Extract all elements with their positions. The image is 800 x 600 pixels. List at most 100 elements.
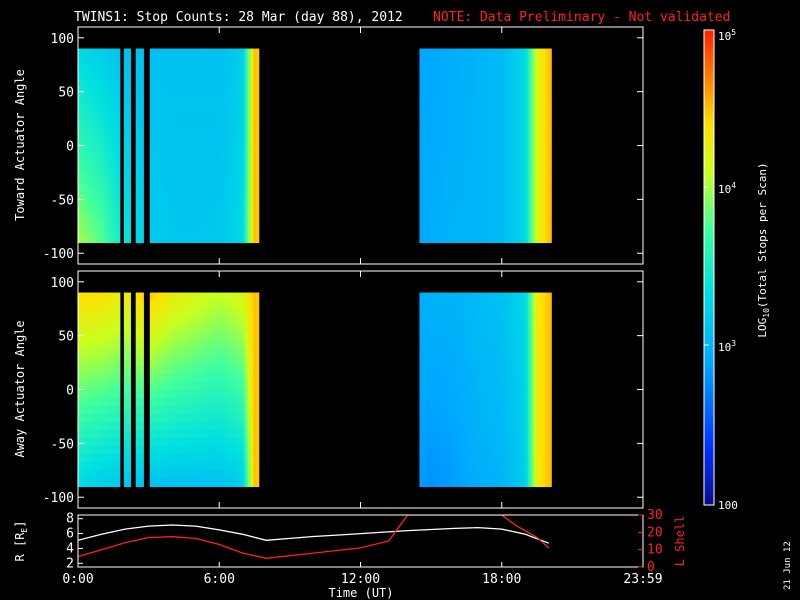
- heatmap-cell: [209, 56, 214, 66]
- heatmap-cell: [80, 332, 85, 342]
- heatmap-cell: [218, 72, 222, 82]
- heatmap-cell: [221, 389, 225, 399]
- heatmap-cell: [419, 218, 423, 227]
- heatmap-cell: [489, 437, 494, 447]
- heatmap-cell: [495, 72, 500, 82]
- heatmap-cell: [139, 169, 143, 179]
- heatmap-cell: [127, 48, 132, 58]
- heatmap-cell: [156, 80, 161, 90]
- heatmap-cell: [92, 429, 97, 439]
- heatmap-cell: [492, 381, 497, 391]
- heatmap-cell: [92, 389, 97, 399]
- heatmap-cell: [221, 97, 225, 106]
- heatmap-cell: [469, 80, 473, 90]
- heatmap-cell: [139, 308, 143, 318]
- heatmap-cell: [78, 308, 82, 318]
- heatmap-cell: [253, 121, 257, 130]
- heatmap-cell: [501, 129, 505, 139]
- heatmap-cell: [224, 72, 228, 82]
- heatmap-cell: [422, 389, 426, 399]
- heatmap-cell: [151, 97, 155, 106]
- heatmap-cell: [174, 56, 178, 66]
- heatmap-cell: [477, 234, 482, 244]
- heatmap-cell: [154, 324, 158, 334]
- heatmap-cell: [209, 397, 214, 407]
- heatmap-cell: [253, 161, 257, 171]
- heatmap-cell: [127, 113, 132, 122]
- heatmap-cell: [545, 72, 549, 82]
- heatmap-cell: [463, 429, 467, 439]
- heatmap-cell: [483, 234, 488, 244]
- heatmap-cell: [504, 446, 508, 455]
- heatmap-cell: [206, 478, 211, 488]
- heatmap-cell: [186, 218, 190, 227]
- heatmap-cell: [501, 97, 505, 106]
- heatmap-cell: [174, 373, 178, 383]
- heatmap-cell: [442, 129, 447, 139]
- heatmap-cell: [241, 446, 246, 455]
- heatmap-cell: [422, 137, 426, 147]
- heatmap-cell: [521, 373, 526, 383]
- heatmap-cell: [174, 324, 178, 334]
- heatmap-cell: [224, 292, 228, 302]
- heatmap-cell: [548, 137, 552, 147]
- heatmap-cell: [98, 72, 102, 82]
- heatmap-cell: [124, 478, 129, 488]
- heatmap-cell: [425, 234, 429, 244]
- heatmap-cell: [113, 429, 117, 439]
- heatmap-cell: [89, 137, 94, 147]
- heatmap-cell: [501, 88, 505, 98]
- heatmap-cell: [460, 405, 464, 415]
- heatmap-cell: [197, 341, 202, 350]
- heatmap-cell: [95, 413, 100, 423]
- heatmap-cell: [536, 177, 541, 187]
- heatmap-cell: [189, 462, 193, 471]
- heatmap-cell: [253, 48, 257, 58]
- heatmap-cell: [256, 429, 260, 439]
- heatmap-cell: [524, 105, 529, 114]
- heatmap-cell: [186, 80, 190, 90]
- heatmap-cell: [148, 373, 152, 383]
- heatmap-cell: [501, 137, 505, 147]
- heatmap-cell: [244, 88, 249, 98]
- heatmap-cell: [489, 234, 494, 244]
- heatmap-cell: [224, 462, 228, 471]
- heatmap-cell: [171, 234, 176, 244]
- heatmap-cell: [162, 88, 167, 98]
- heatmap-cell: [439, 365, 444, 374]
- heatmap-cell: [221, 462, 225, 471]
- heatmap-cell: [92, 80, 97, 90]
- heatmap-cell: [235, 72, 240, 82]
- heatmap-cell: [469, 177, 473, 187]
- heatmap-cell: [101, 308, 105, 318]
- heatmap-cell: [436, 349, 441, 358]
- heatmap-cell: [504, 373, 508, 383]
- heatmap-cell: [107, 193, 111, 203]
- heatmap-cell: [472, 72, 476, 82]
- heatmap-cell: [516, 121, 520, 130]
- heatmap-cell: [530, 129, 535, 139]
- heatmap-cell: [110, 341, 114, 350]
- heatmap-cell: [483, 357, 488, 366]
- heatmap-cell: [518, 169, 523, 179]
- heatmap-cell: [89, 88, 94, 98]
- heatmap-cell: [419, 373, 423, 383]
- heatmap-cell: [174, 300, 178, 310]
- heatmap-cell: [151, 324, 155, 334]
- heatmap-cell: [124, 292, 129, 302]
- heatmap-cell: [98, 226, 102, 235]
- heatmap-cell: [244, 218, 249, 227]
- heatmap-cell: [495, 421, 500, 431]
- heatmap-cell: [436, 193, 441, 203]
- heatmap-cell: [521, 397, 526, 407]
- heatmap-cell: [422, 446, 426, 455]
- heatmap-cell: [451, 169, 456, 179]
- heatmap-cell: [203, 421, 208, 431]
- heatmap-cell: [518, 161, 523, 171]
- heatmap-cell: [224, 234, 228, 244]
- heatmap-cell: [495, 332, 500, 342]
- heatmap-cell: [227, 113, 231, 122]
- heatmap-cell: [463, 177, 467, 187]
- heatmap-cell: [425, 210, 429, 219]
- heatmap-cell: [250, 405, 255, 415]
